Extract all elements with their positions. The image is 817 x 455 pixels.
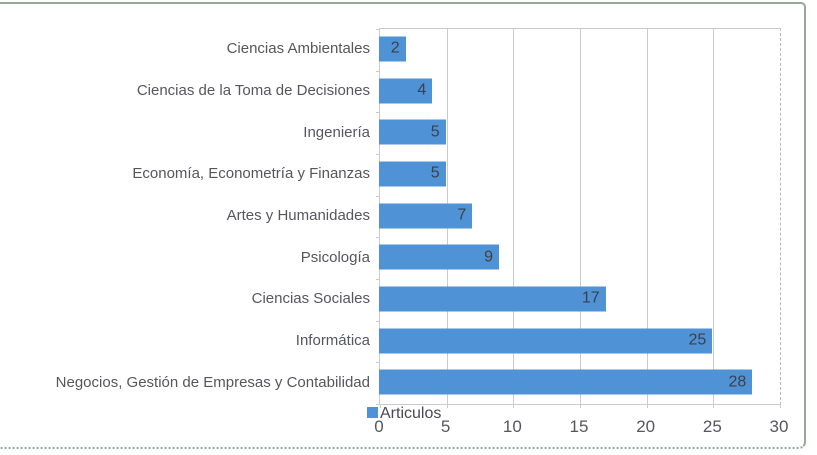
bar[interactable]: 4 [379,78,433,103]
bar[interactable]: 5 [379,119,446,145]
bar-track: 25 [379,320,779,362]
bar-track: 9 [379,236,779,278]
bar[interactable]: 2 [379,36,406,62]
bar-track: 4 [379,70,779,112]
x-axis-tick-mark [713,404,715,408]
x-axis-tick-mark [446,404,448,408]
chart-row: Informática 25 [0,320,779,362]
category-label: Ciencias Ambientales [226,40,370,58]
category-label: Informática [295,332,370,350]
bar-value-label: 4 [417,81,427,99]
y-axis-tick-mark [376,112,380,114]
y-axis-tick-mark [376,70,380,72]
y-axis-tick-mark [376,29,380,30]
gridline [580,29,581,404]
bar-track: 5 [379,111,779,153]
bar[interactable]: 7 [379,203,473,229]
chart-row: Ingeniería 5 [0,111,779,153]
y-axis-tick-mark [376,404,380,405]
chart-row: Artes y Humanidades 7 [0,195,779,237]
category-label: Economía, Econometría y Finanzas [132,165,370,183]
category-label: Negocios, Gestión de Empresas y Contabil… [55,373,370,391]
category-label: Ciencias Sociales [251,290,370,308]
chart-row: Economía, Econometría y Finanzas 5 [0,153,779,195]
chart-row: Ciencias Sociales 17 [0,278,779,320]
bar-track: 2 [379,28,779,70]
x-axis-tick-mark [646,404,648,408]
category-label: Ciencias de la Toma de Decisiones [136,82,370,99]
x-tick-label: 10 [502,417,522,436]
y-axis-tick-mark [376,154,380,155]
bar-value-label: 9 [484,248,493,266]
bar[interactable]: 9 [379,244,499,270]
bar-track: 5 [379,153,779,195]
bar-track: 17 [379,278,779,320]
bar[interactable]: 28 [379,369,753,395]
x-axis-tick-mark [580,404,581,408]
legend-swatch-icon [367,406,378,418]
bar-value-label: 2 [390,39,400,57]
legend[interactable]: Articulos [367,405,441,423]
bar-track: 28 [379,361,779,403]
bar-rows: Ciencias Ambientales 2 Ciencias de la Toma… [0,28,779,403]
bar-value-label: 7 [457,206,467,224]
x-tick-label: 25 [702,417,722,436]
x-tick-label: 15 [569,417,589,436]
bar[interactable]: 5 [379,161,446,187]
gridline [646,29,648,404]
x-axis-tick-mark [780,404,781,408]
category-label: Artes y Humanidades [226,207,370,225]
x-tick-label: 20 [636,417,656,436]
category-label: Ingeniería [303,123,370,141]
chart-row: Negocios, Gestión de Empresas y Contabil… [0,361,779,403]
x-axis-tick-mark [513,404,515,408]
bar-value-label: 5 [430,164,440,182]
chart-row: Psicología 9 [0,236,779,278]
y-axis-tick-mark [376,362,380,364]
x-axis-tick-mark [380,404,381,408]
bar[interactable]: 25 [379,328,713,354]
x-tick-label: 0 [374,417,384,436]
bar-value-label: 5 [430,123,440,141]
y-axis-tick-mark [376,279,380,280]
bar-track: 7 [379,195,779,237]
legend-label: Articulos [380,405,442,422]
bar-value-label: 17 [581,289,600,307]
y-axis-tick-mark [376,195,380,197]
x-tick-label: 30 [769,417,789,436]
y-axis-tick-mark [376,320,380,322]
chart-row: Ciencias Ambientales 2 [0,28,779,70]
x-axis: 0 5 10 15 20 25 30 [374,417,788,439]
chart-row: Ciencias de la Toma de Decisiones 4 [0,70,779,112]
y-axis-tick-mark [376,237,380,239]
gridline [513,29,515,404]
gridline [713,29,715,404]
category-label: Psicología [300,248,370,266]
bar-value-label: 28 [728,373,747,391]
bar[interactable]: 17 [379,286,606,312]
bar-value-label: 25 [688,331,707,349]
x-tick-label: 5 [440,417,451,436]
